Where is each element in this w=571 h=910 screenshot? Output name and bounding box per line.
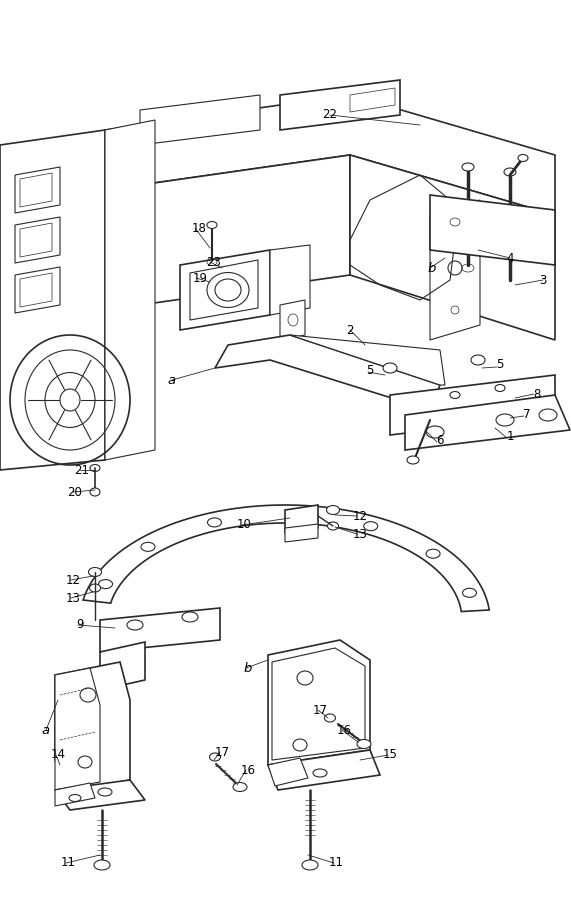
- Text: 5: 5: [496, 359, 504, 371]
- Polygon shape: [390, 375, 555, 435]
- Polygon shape: [100, 642, 145, 690]
- Ellipse shape: [94, 860, 110, 870]
- Text: 2: 2: [346, 323, 354, 337]
- Ellipse shape: [90, 464, 100, 471]
- Polygon shape: [268, 750, 380, 790]
- Polygon shape: [15, 267, 60, 313]
- Ellipse shape: [324, 714, 336, 722]
- Polygon shape: [20, 273, 52, 307]
- Ellipse shape: [90, 584, 100, 592]
- Ellipse shape: [207, 221, 217, 228]
- Text: 8: 8: [533, 388, 541, 400]
- Polygon shape: [15, 167, 60, 213]
- Text: 3: 3: [540, 274, 546, 287]
- Polygon shape: [280, 300, 305, 340]
- Polygon shape: [430, 195, 555, 265]
- Polygon shape: [280, 80, 400, 130]
- Polygon shape: [55, 780, 145, 810]
- Polygon shape: [55, 668, 100, 790]
- Text: 12: 12: [66, 573, 81, 587]
- Polygon shape: [270, 245, 310, 315]
- Polygon shape: [268, 640, 370, 765]
- Text: 11: 11: [61, 856, 75, 869]
- Text: 18: 18: [191, 221, 207, 235]
- Text: 9: 9: [77, 619, 84, 632]
- Ellipse shape: [90, 488, 100, 496]
- Text: 16: 16: [336, 723, 352, 736]
- Text: 16: 16: [240, 763, 255, 776]
- Ellipse shape: [357, 740, 371, 749]
- Ellipse shape: [495, 385, 505, 391]
- Ellipse shape: [302, 860, 318, 870]
- Text: 19: 19: [192, 271, 207, 285]
- Ellipse shape: [383, 363, 397, 373]
- Polygon shape: [20, 223, 52, 257]
- Polygon shape: [190, 260, 258, 320]
- Ellipse shape: [407, 456, 419, 464]
- Ellipse shape: [210, 753, 220, 761]
- Text: 17: 17: [215, 745, 230, 759]
- Text: 13: 13: [352, 528, 367, 541]
- Text: 6: 6: [436, 433, 444, 447]
- Text: 7: 7: [523, 409, 531, 421]
- Text: 14: 14: [50, 749, 66, 762]
- Polygon shape: [105, 155, 350, 310]
- Ellipse shape: [504, 168, 516, 176]
- Polygon shape: [55, 662, 130, 792]
- Polygon shape: [105, 95, 555, 215]
- Ellipse shape: [327, 505, 340, 514]
- Ellipse shape: [471, 355, 485, 365]
- Text: 17: 17: [312, 703, 328, 716]
- Text: 11: 11: [328, 856, 344, 869]
- Polygon shape: [285, 505, 318, 533]
- Text: 23: 23: [207, 256, 222, 268]
- Polygon shape: [272, 648, 365, 760]
- Ellipse shape: [450, 391, 460, 399]
- Text: 15: 15: [383, 749, 397, 762]
- Polygon shape: [20, 173, 52, 207]
- Text: 20: 20: [67, 486, 82, 499]
- Ellipse shape: [233, 783, 247, 792]
- Ellipse shape: [89, 568, 102, 577]
- Ellipse shape: [462, 163, 474, 171]
- Polygon shape: [430, 200, 480, 340]
- Text: a: a: [42, 723, 50, 736]
- Polygon shape: [100, 608, 220, 652]
- Ellipse shape: [215, 279, 241, 301]
- Text: 13: 13: [66, 592, 81, 604]
- Text: 10: 10: [236, 519, 251, 531]
- Polygon shape: [268, 758, 308, 786]
- Polygon shape: [105, 120, 155, 460]
- Text: b: b: [244, 662, 252, 674]
- Polygon shape: [180, 250, 270, 330]
- Polygon shape: [0, 130, 105, 470]
- Polygon shape: [350, 155, 555, 340]
- Text: 4: 4: [506, 251, 514, 265]
- Ellipse shape: [328, 522, 339, 530]
- Polygon shape: [405, 395, 570, 450]
- Text: 1: 1: [506, 430, 514, 443]
- Text: b: b: [428, 261, 436, 275]
- Ellipse shape: [60, 389, 80, 411]
- Polygon shape: [290, 335, 445, 385]
- Text: 12: 12: [352, 510, 368, 522]
- Polygon shape: [215, 335, 440, 410]
- Text: 22: 22: [323, 108, 337, 122]
- Polygon shape: [285, 524, 318, 542]
- Text: a: a: [168, 373, 176, 387]
- Polygon shape: [83, 505, 489, 612]
- Text: 5: 5: [367, 363, 373, 377]
- Polygon shape: [15, 217, 60, 263]
- Polygon shape: [55, 783, 95, 806]
- Ellipse shape: [518, 155, 528, 161]
- Polygon shape: [350, 88, 395, 112]
- Polygon shape: [140, 95, 260, 145]
- Text: 21: 21: [74, 463, 90, 477]
